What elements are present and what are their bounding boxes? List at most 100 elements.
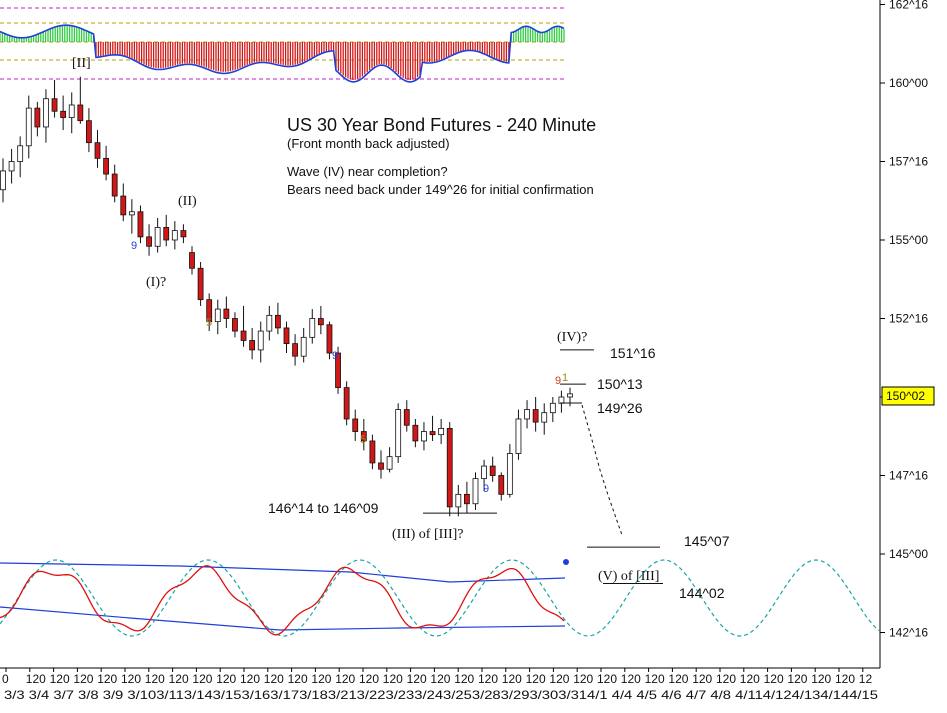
time-hour-label: 120 [716,672,736,686]
time-hour-label: 0 [2,672,9,686]
time-hour-label: 120 [335,672,355,686]
candle-body [532,409,539,423]
chart-subtitle: (Front month back adjusted) [287,136,450,151]
candle-body [249,340,256,351]
candle-body [154,227,161,247]
candle-body [103,157,109,175]
candle-body [8,161,15,172]
candle-body [257,330,264,351]
candle-body [171,230,178,241]
candle-body [137,211,144,238]
time-hour-label: 120 [835,672,855,686]
time-hour-label: 120 [645,672,665,686]
candle-body [300,336,307,357]
candle-body [395,409,402,458]
candle-body [506,453,513,495]
time-hour-label: 120 [787,672,807,686]
time-hour-label: 120 [430,672,450,686]
candle-body [438,427,445,436]
oscillator-line [0,565,565,636]
current-price-label: 150^02 [886,389,925,403]
candle-body [266,314,273,332]
oscillator-marker [563,559,569,565]
price-tick-label: 145^00 [889,547,928,561]
time-hour-label: 120 [478,672,498,686]
candle-body [481,465,487,480]
time-hour-label: 120 [668,672,688,686]
price-tick-label: 147^16 [889,469,928,483]
time-hour-label: 120 [264,672,284,686]
time-hour-label: 120 [288,672,308,686]
candle-body [128,211,135,216]
count-label: 1 [562,372,568,384]
time-hour-label: 120 [169,672,189,686]
time-hour-label: 120 [216,672,236,686]
time-hour-label: 120 [454,672,474,686]
time-hour-label: 120 [502,672,522,686]
time-hour-label: 120 [240,672,260,686]
candle-body [189,252,195,269]
time-hour-label: 120 [311,672,331,686]
candle-body [86,120,92,144]
current-price-tag [881,386,935,406]
oscillator-cycle-line [0,559,880,637]
time-hour-label: 120 [73,672,93,686]
candle-body [51,98,58,112]
time-hour-label: 120 [97,672,117,686]
candle-body [43,98,49,128]
candle-body [335,352,341,388]
price-tick-label: 152^16 [889,312,928,326]
price-level-label: 151^16 [610,345,656,361]
count-label: 9 [483,483,489,495]
note-line-1: Wave (IV) near completion? [287,164,448,179]
candle-body [326,324,333,354]
candle-body [283,327,290,345]
candle-body [403,409,410,426]
candle-body [498,475,505,495]
time-hour-label: 120 [192,672,212,686]
candle-body [412,424,419,442]
time-hour-label: 120 [597,672,617,686]
wave-label-iii: (III) of [III]? [392,527,464,542]
candle-body [60,110,67,118]
candle-body [386,456,393,470]
time-hour-label: 120 [50,672,70,686]
time-hour-label: 12 [859,672,873,686]
count-label: 9 [555,375,561,387]
candle-body [421,431,427,442]
price-tick-label: 157^16 [889,155,928,169]
price-level-label: 150^13 [597,376,643,392]
time-axis: 0 120 120 120 120 120 120 120 120 120 120 120 120 120… [2,668,878,702]
candle-body [369,440,376,464]
candle-body [292,343,298,357]
time-hour-label: 120 [811,672,831,686]
candlestick-series [0,76,573,517]
oscillator-upper-band [0,562,566,583]
count-label: 9 [131,240,137,252]
price-tick-label: 142^16 [889,626,928,640]
candle-body [275,314,281,329]
candle-body [17,145,24,162]
candle-body [317,318,324,326]
candle-body [163,227,170,241]
candle-body [455,493,462,508]
time-hour-label: 120 [764,672,784,686]
time-hour-label: 120 [526,672,546,686]
candle-body [360,431,367,442]
candle-body [232,318,238,332]
wave-label-iv: (IV)? [557,330,587,345]
oscillator-lower-band [0,606,566,631]
candle-body [146,236,152,247]
candle-body [197,267,204,301]
candle-body [524,409,530,420]
histogram-signal-line [0,24,565,83]
time-hour-label: 120 [621,672,641,686]
wave-label-i: (I)? [146,275,166,290]
candle-body [68,104,75,118]
count-label: 5 [360,434,366,446]
time-hour-label: 120 [26,672,46,686]
top-histogram-indicator [0,7,565,83]
price-tick-label: 155^00 [889,233,928,247]
price-axis: 162^16160^00157^16155^00152^16150^00147^… [880,0,928,640]
